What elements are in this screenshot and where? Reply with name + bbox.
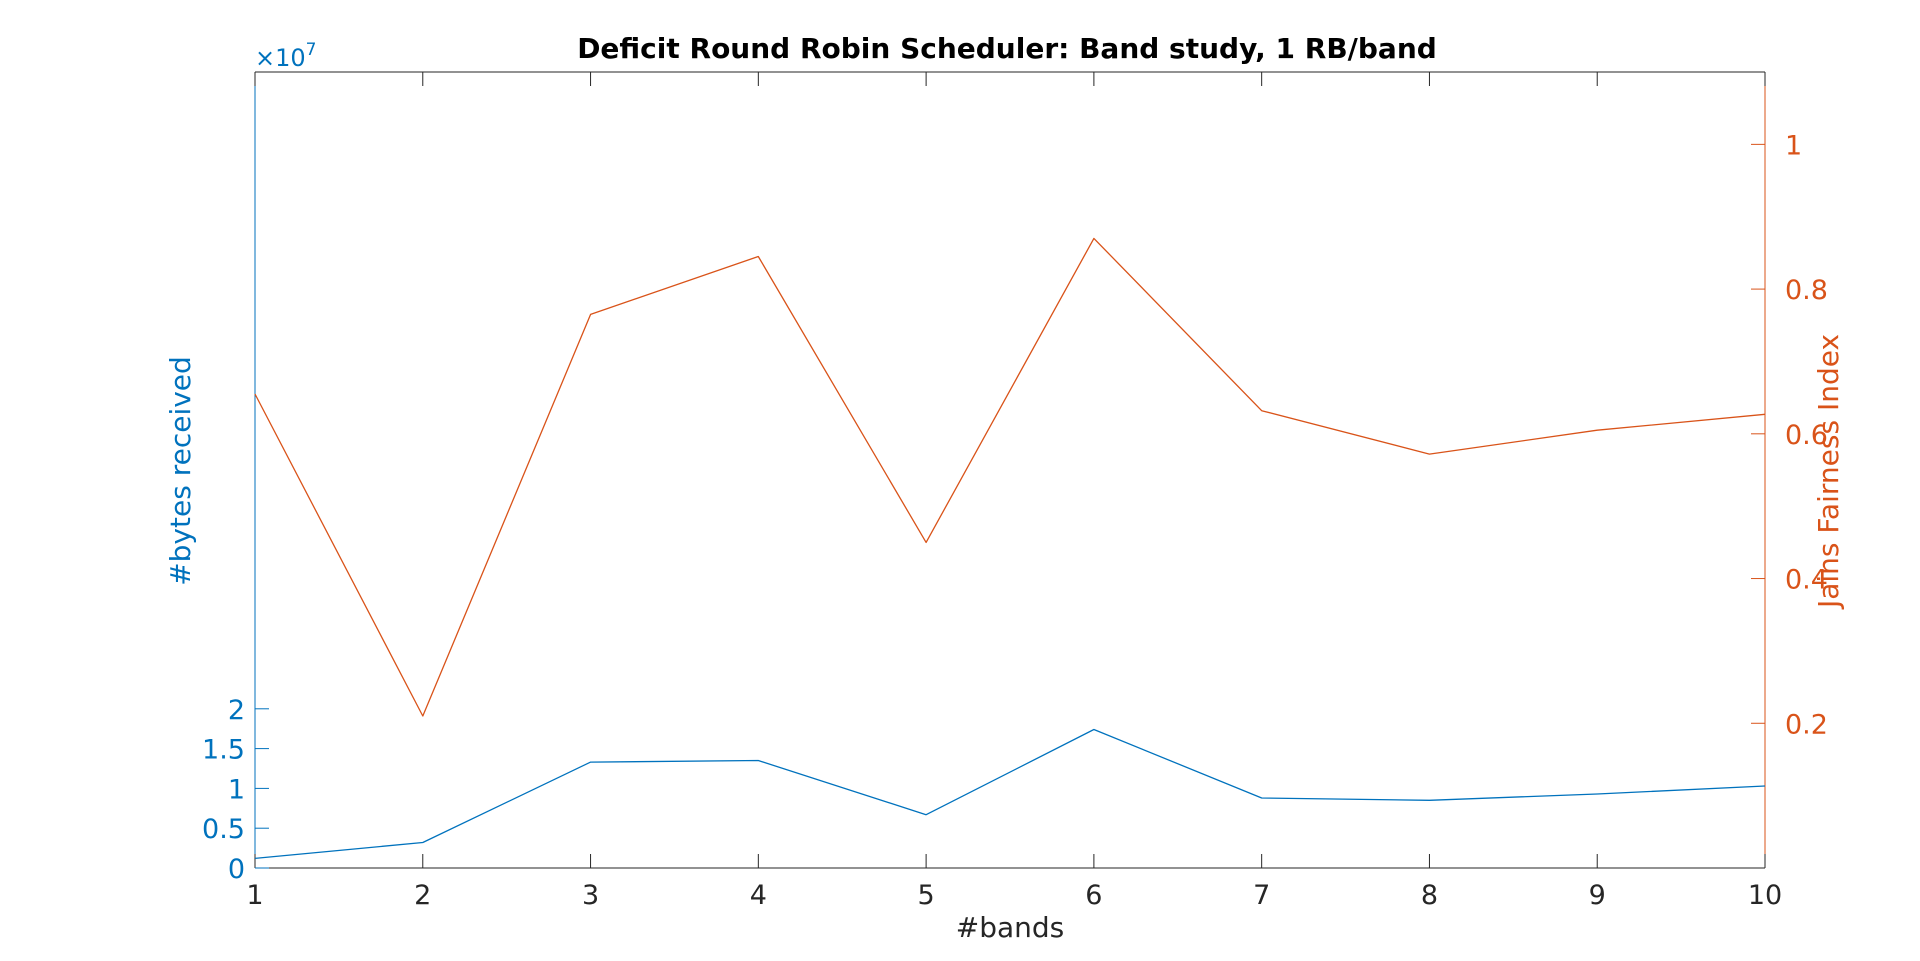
fairness-index-line — [254, 237, 1766, 717]
right-axis-ticks: 0.2 0.4 0.6 0.8 1 — [1751, 130, 1828, 740]
x-tick-label: 3 — [582, 880, 599, 911]
right-axis-label: Jains Fairness Index — [1812, 334, 1845, 610]
left-tick-label: 1 — [228, 774, 245, 805]
x-tick-label: 10 — [1748, 880, 1782, 911]
x-axis-label: #bands — [956, 911, 1065, 944]
right-tick-label: 0.2 — [1785, 709, 1828, 740]
chart-title: Deficit Round Robin Scheduler: Band stud… — [577, 32, 1437, 65]
x-tick-label: 6 — [1085, 880, 1102, 911]
x-axis-ticks: 1 2 3 4 5 6 7 8 9 10 — [246, 72, 1782, 911]
series-lines — [254, 237, 1766, 860]
x-tick-label: 7 — [1253, 880, 1270, 911]
x-tick-label: 9 — [1589, 880, 1606, 911]
axes-frame — [254, 71, 1766, 869]
exponent-base: ×10 — [255, 44, 306, 72]
right-tick-label: 1 — [1785, 130, 1802, 161]
bytes-received-line — [254, 728, 1766, 860]
right-tick-label: 0.6 — [1785, 420, 1828, 451]
left-axis-label: #bytes received — [164, 356, 197, 586]
right-tick-label: 0.8 — [1785, 275, 1828, 306]
x-tick-label: 2 — [414, 880, 431, 911]
x-tick-label: 1 — [246, 880, 263, 911]
left-tick-label: 1.5 — [202, 735, 245, 766]
left-tick-label: 2 — [228, 695, 245, 726]
left-axis-ticks: 0 0.5 1 1.5 2 — [202, 695, 269, 885]
left-axis-exponent: ×107 — [255, 40, 316, 72]
left-tick-label: 0.5 — [202, 814, 245, 845]
exponent-power: 7 — [306, 40, 317, 60]
x-tick-label: 5 — [918, 880, 935, 911]
left-tick-label: 0 — [228, 854, 245, 885]
x-tick-label: 8 — [1421, 880, 1438, 911]
x-tick-label: 4 — [750, 880, 767, 911]
right-tick-label: 0.4 — [1785, 565, 1828, 596]
